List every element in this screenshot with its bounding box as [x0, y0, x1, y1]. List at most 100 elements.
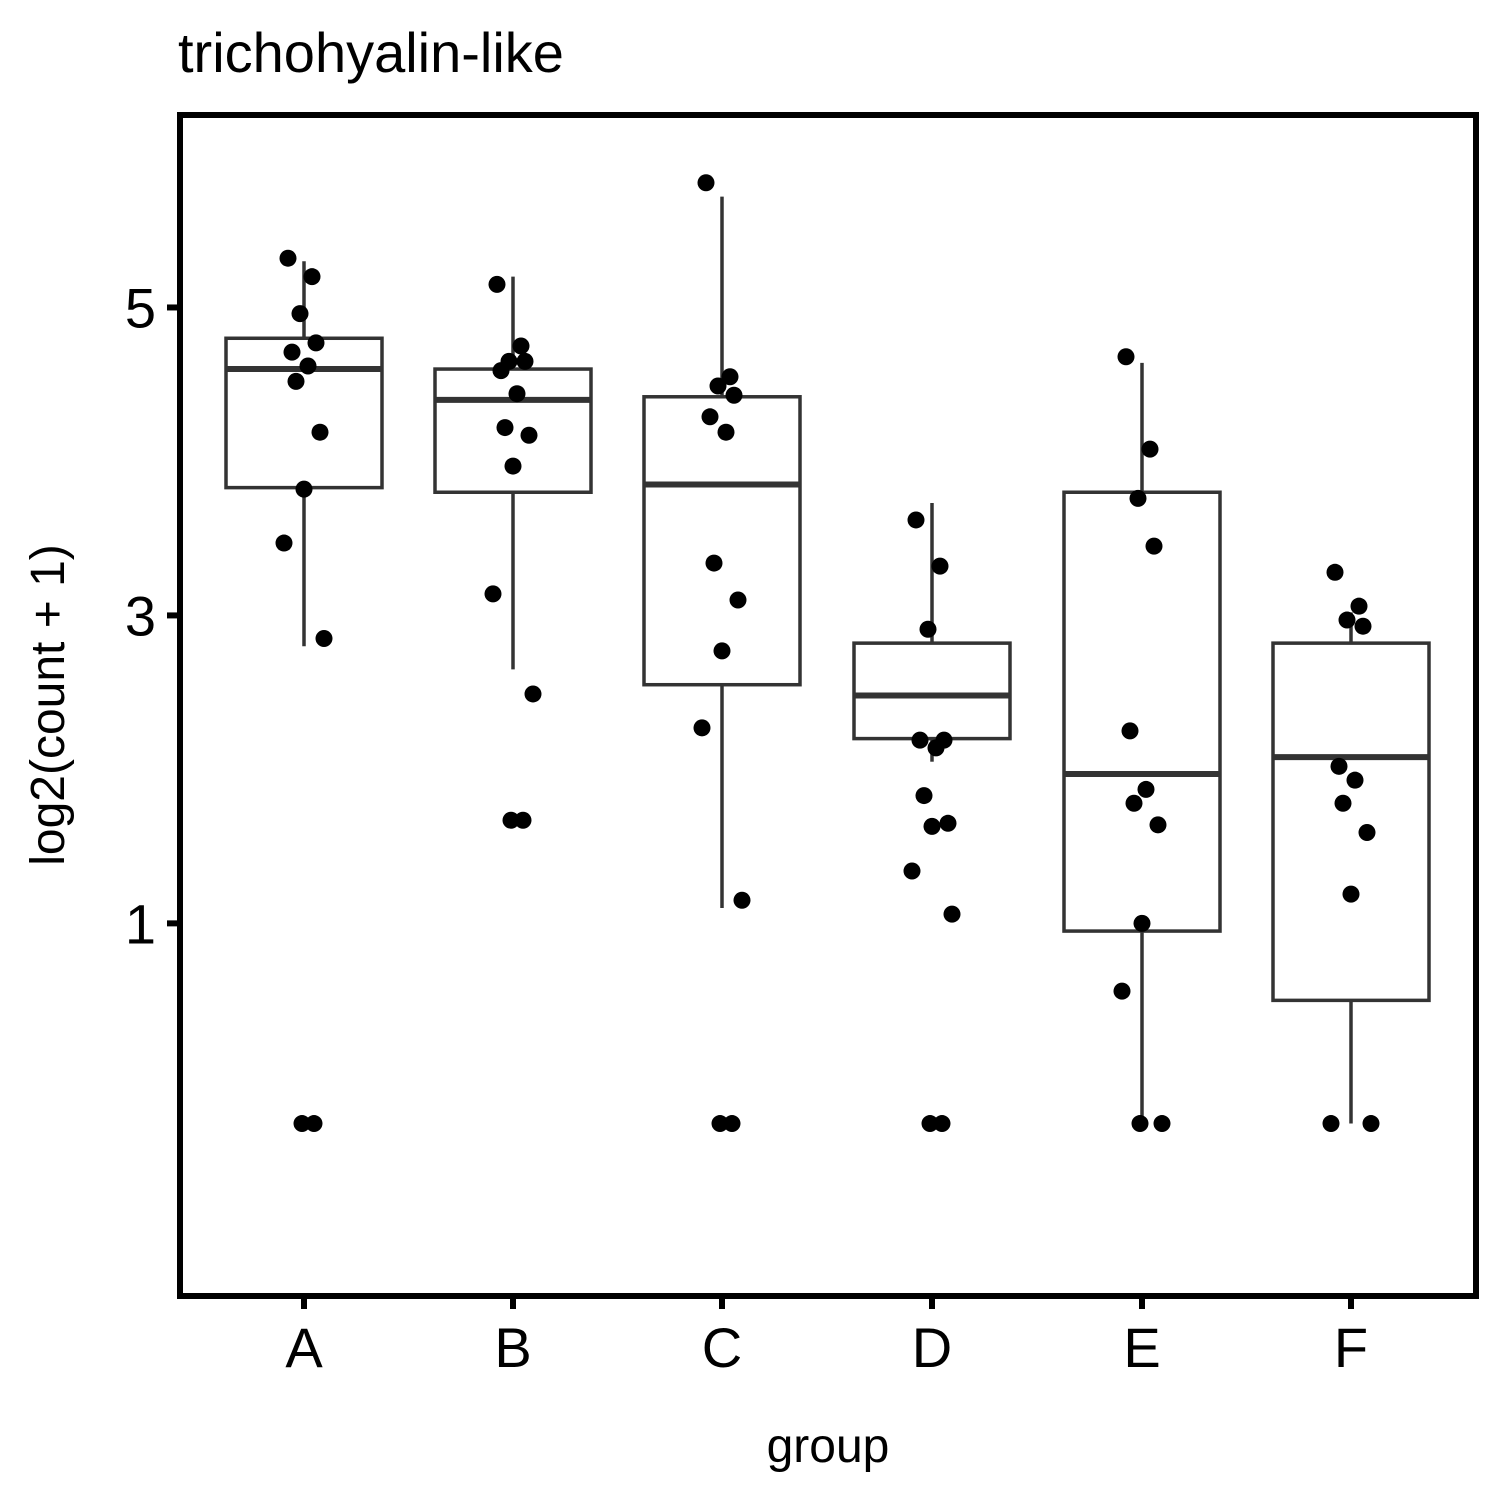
box-body: [433, 367, 593, 494]
box-b: [433, 276, 593, 670]
box-body: [642, 395, 802, 687]
data-point-c: [701, 408, 719, 426]
plot-panel: [177, 112, 1479, 1299]
x-axis-title: group: [767, 1420, 890, 1473]
data-point-a: [283, 343, 301, 361]
data-point-e: [1149, 816, 1167, 834]
data-point-f: [1354, 617, 1372, 635]
data-point-b: [496, 419, 514, 437]
data-point-f: [1342, 885, 1360, 903]
data-point-f: [1350, 597, 1368, 615]
boxes-layer: [224, 196, 1431, 1124]
data-point-a: [303, 268, 321, 286]
box-body: [852, 641, 1012, 741]
x-tick-label: A: [285, 1316, 323, 1379]
data-point-f: [1326, 563, 1344, 581]
box-body: [1271, 641, 1431, 1003]
data-point-c: [705, 554, 723, 572]
data-point-f: [1338, 611, 1356, 629]
data-point-a: [315, 630, 333, 648]
data-point-a: [287, 372, 305, 390]
data-point-b: [508, 385, 526, 403]
x-axis: A B C D E F: [285, 1296, 1368, 1379]
y-tick-label: 5: [125, 276, 156, 339]
data-point-a: [307, 334, 325, 352]
data-point-d: [921, 1115, 939, 1133]
chart-title: trichohyalin-like: [178, 21, 564, 84]
data-point-b: [524, 685, 542, 703]
data-point-a: [291, 305, 309, 323]
box-c: [642, 196, 802, 908]
data-point-b: [504, 457, 522, 475]
data-point-d: [903, 862, 921, 880]
x-tick-label: C: [702, 1316, 742, 1379]
data-point-c: [693, 719, 711, 737]
data-point-e: [1129, 489, 1147, 507]
points-layer: [275, 174, 1380, 1133]
data-point-e: [1145, 537, 1163, 555]
data-point-b: [520, 426, 538, 444]
box-f: [1271, 612, 1431, 1124]
data-point-c: [697, 174, 715, 192]
data-point-e: [1133, 914, 1151, 932]
data-point-c: [717, 423, 735, 441]
data-point-c: [713, 642, 731, 660]
data-point-d: [911, 731, 929, 749]
data-point-f: [1346, 771, 1364, 789]
y-axis: 1 3 5: [125, 276, 180, 955]
data-point-a: [275, 534, 293, 552]
x-tick-label: F: [1334, 1316, 1368, 1379]
data-point-e: [1153, 1115, 1171, 1133]
y-axis-title: log2(count + 1): [22, 544, 75, 866]
data-point-b: [502, 811, 520, 829]
data-point-e: [1117, 348, 1135, 366]
y-tick-label: 3: [125, 584, 156, 647]
data-point-f: [1334, 794, 1352, 812]
data-point-e: [1137, 780, 1155, 798]
data-point-e: [1141, 440, 1159, 458]
data-point-f: [1358, 824, 1376, 842]
x-tick-label: E: [1123, 1316, 1160, 1379]
data-point-a: [311, 423, 329, 441]
x-tick-label: D: [912, 1316, 952, 1379]
data-point-a: [305, 1115, 323, 1133]
data-point-f: [1322, 1115, 1340, 1133]
data-point-b: [516, 352, 534, 370]
data-point-c: [723, 1115, 741, 1133]
data-point-d: [915, 787, 933, 805]
data-point-d: [923, 817, 941, 835]
data-point-c: [711, 1115, 729, 1133]
data-point-d: [907, 511, 925, 529]
data-point-c: [721, 368, 739, 386]
data-point-c: [709, 377, 727, 395]
data-point-b: [514, 811, 532, 829]
data-point-f: [1330, 757, 1348, 775]
data-point-d: [931, 557, 949, 575]
data-point-b: [512, 337, 530, 355]
data-point-a: [299, 357, 317, 375]
data-point-a: [295, 480, 313, 498]
data-point-e: [1125, 794, 1143, 812]
y-tick-label: 1: [125, 892, 156, 955]
data-point-e: [1113, 982, 1131, 1000]
x-tick-label: B: [494, 1316, 531, 1379]
data-point-b: [492, 362, 510, 380]
data-point-d: [943, 905, 961, 923]
box-body: [1062, 490, 1222, 933]
data-point-d: [939, 814, 957, 832]
data-point-e: [1121, 722, 1139, 740]
data-point-d: [927, 739, 945, 757]
data-point-d: [933, 1115, 951, 1133]
data-point-c: [729, 591, 747, 609]
box-e: [1062, 362, 1222, 1124]
data-point-f: [1362, 1115, 1380, 1133]
data-point-b: [484, 585, 502, 603]
data-point-c: [725, 386, 743, 404]
data-point-e: [1131, 1115, 1149, 1133]
data-point-d: [919, 620, 937, 638]
data-point-a: [293, 1115, 311, 1133]
data-point-c: [733, 891, 751, 909]
data-point-b: [488, 275, 506, 293]
data-point-a: [279, 249, 297, 267]
